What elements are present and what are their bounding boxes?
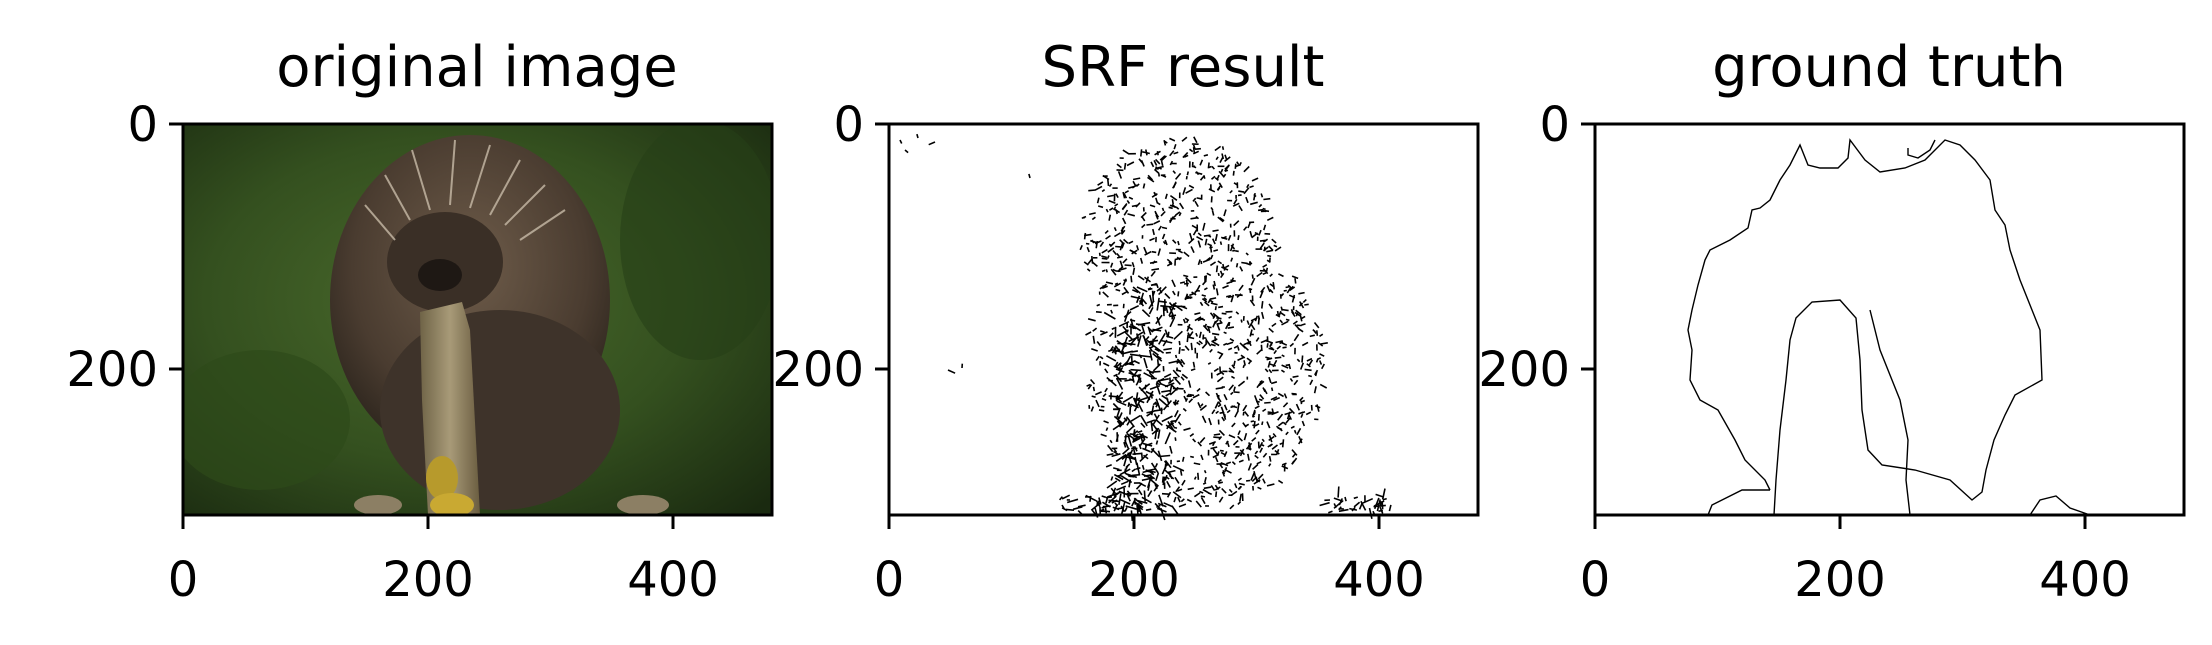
x-tick-label: 0: [1580, 552, 1611, 608]
y-tick-label: 0: [1539, 97, 1570, 153]
x-tick-label: 200: [382, 552, 474, 608]
x-axis-ticks: 0 200 400: [168, 515, 719, 608]
axes-frame: [1593, 122, 2186, 517]
panel-title: ground truth: [1712, 35, 2066, 100]
y-tick-label: 200: [1478, 342, 1570, 398]
panel-original-image: original image 0 200: [66, 35, 774, 608]
edge-map-background: [1595, 124, 2184, 515]
y-tick-label: 200: [66, 342, 158, 398]
x-tick-label: 400: [1333, 552, 1425, 608]
y-tick-label: 0: [833, 97, 864, 153]
photo-image: [183, 124, 772, 515]
y-tick-label: 0: [127, 97, 158, 153]
axes-frame: [181, 122, 774, 517]
x-tick-label: 200: [1088, 552, 1180, 608]
y-axis-ticks: 0 200: [772, 97, 889, 398]
x-tick-label: 400: [627, 552, 719, 608]
x-tick-label: 0: [874, 552, 905, 608]
ground-truth-contour: [1687, 138, 2091, 516]
x-axis-ticks: 0 200 400: [1580, 515, 2131, 608]
axes-frame: [887, 122, 1480, 517]
panel-title: SRF result: [1042, 35, 1325, 100]
x-tick-label: 200: [1794, 552, 1886, 608]
srf-edge-map: [899, 133, 1392, 521]
y-axis-ticks: 0 200: [66, 97, 183, 398]
x-tick-label: 400: [2039, 552, 2131, 608]
panel-ground-truth: ground truth 0 200 400 0 200: [1478, 35, 2186, 608]
panel-title: original image: [276, 35, 678, 100]
x-tick-label: 0: [168, 552, 199, 608]
panel-srf-result: SRF result 0 200 400 0 200: [772, 35, 1480, 608]
x-axis-ticks: 0 200 400: [874, 515, 1425, 608]
y-tick-label: 200: [772, 342, 864, 398]
y-axis-ticks: 0 200: [1478, 97, 1595, 398]
